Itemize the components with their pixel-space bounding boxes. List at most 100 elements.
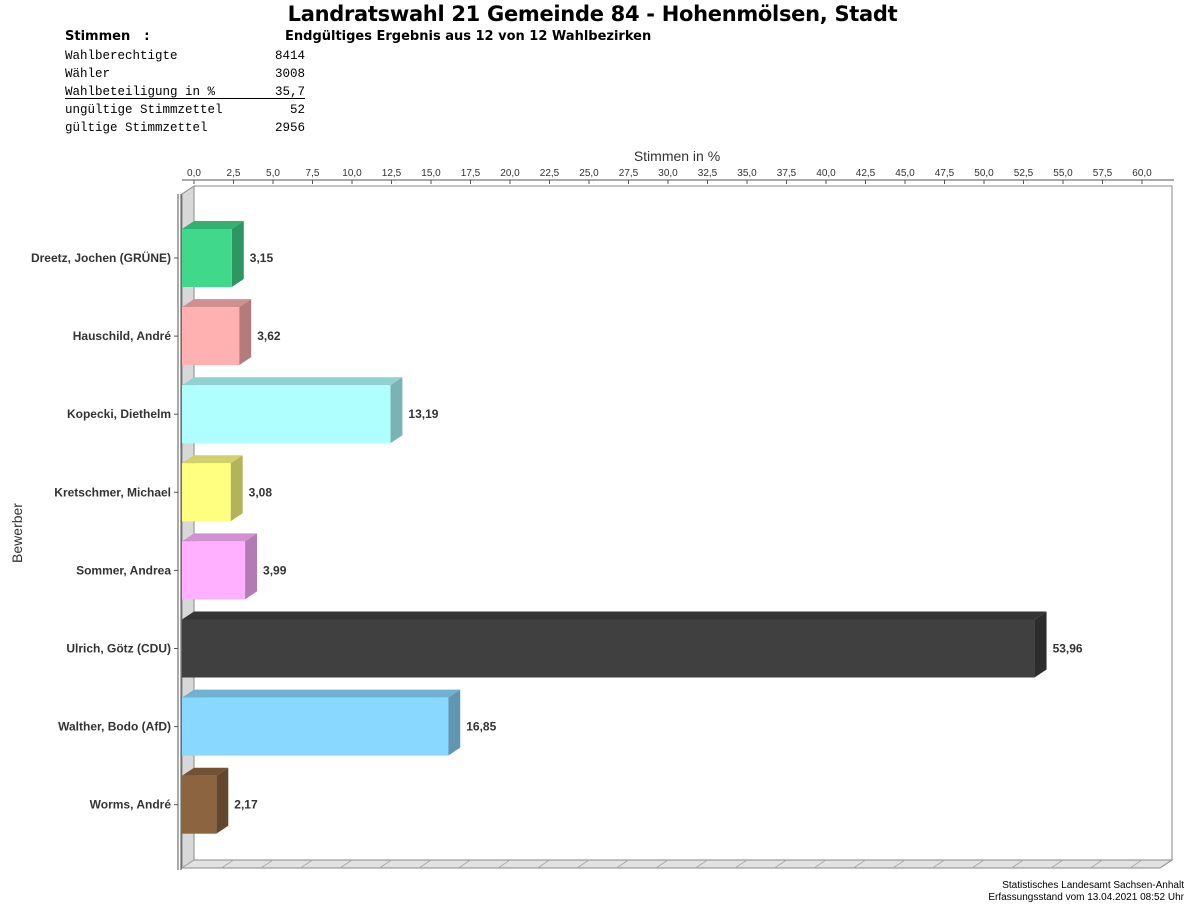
category-label: Kopecki, Diethelm — [67, 407, 171, 421]
stat-row: Wahlberechtigte 8414 — [65, 49, 305, 67]
stat-row: Wahlbeteiligung in % 35,7 — [65, 85, 305, 103]
category-label: Dreetz, Jochen (GRÜNE) — [31, 250, 171, 265]
stat-label: Wähler — [65, 67, 111, 81]
bar-value-label: 3,99 — [263, 563, 287, 577]
floor-grid-line — [774, 859, 787, 869]
floor-grid-line — [734, 859, 748, 869]
stat-value: 2956 — [274, 121, 305, 135]
x-tick-label: 7,5 — [306, 168, 320, 179]
bar-side-face — [230, 455, 243, 522]
bar-top-face — [182, 455, 243, 464]
bar-top-face — [182, 533, 258, 542]
x-tick-label: 40,0 — [816, 168, 836, 179]
x-tick-label: 27,5 — [619, 168, 639, 179]
stat-value: 3008 — [274, 67, 305, 81]
category-label: Sommer, Andrea — [76, 563, 171, 577]
plot-back-wall — [193, 185, 1173, 861]
bar — [182, 463, 231, 522]
x-tick-label: 5,0 — [266, 168, 280, 179]
floor-grid-line — [892, 859, 906, 869]
bar — [182, 385, 391, 444]
bar-top-face — [182, 611, 1047, 620]
x-tick-label: 42,5 — [856, 168, 876, 179]
plot-floor — [180, 859, 1174, 869]
stimmen-label: Stimmen — [65, 29, 131, 44]
x-tick-label: 20,0 — [500, 168, 520, 179]
bar-value-label: 13,19 — [408, 407, 438, 421]
bar-value-label: 3,08 — [249, 485, 273, 499]
page-title: Landratswahl 21 Gemeinde 84 - Hohenmölse… — [287, 2, 898, 26]
bar-top-face — [182, 221, 244, 229]
bar-side-face — [448, 689, 461, 756]
x-tick-label: 12,5 — [382, 168, 402, 179]
bar-side-face — [216, 767, 229, 834]
bar-side-face — [1034, 611, 1047, 678]
floor-grid-line — [616, 859, 629, 869]
x-tick-label: 35,0 — [737, 168, 757, 179]
floor-grid-line — [379, 859, 392, 869]
stimmen-colon: : — [144, 29, 150, 44]
floor-grid-line — [418, 859, 432, 869]
stat-label: ungültige Stimmzettel — [65, 103, 223, 117]
x-tick-label: 2,5 — [227, 168, 241, 179]
footer-timestamp: Erfassungsstand vom 13.04.2021 08:52 Uhr — [988, 892, 1184, 903]
category-label: Worms, André — [90, 798, 172, 812]
x-tick-label: 50,0 — [974, 168, 994, 179]
floor-grid-line — [853, 859, 866, 869]
x-tick-label: 55,0 — [1053, 168, 1073, 179]
x-tick-label: 60,0 — [1132, 168, 1152, 179]
x-tick-label: 37,5 — [777, 168, 797, 179]
plot-left-wall — [181, 185, 195, 869]
x-tick-label: 52,5 — [1014, 168, 1034, 179]
bar-value-label: 3,15 — [250, 251, 274, 265]
bar-top-face — [182, 299, 252, 308]
floor-grid-line — [813, 859, 827, 869]
floor-grid-line — [260, 859, 274, 869]
x-tick-label: 0,0 — [187, 168, 201, 179]
category-label: Kretschmer, Michael — [54, 485, 171, 499]
floor-grid-line — [1090, 859, 1103, 869]
stat-value: 52 — [289, 103, 305, 117]
stat-label: Wahlberechtigte — [65, 49, 178, 63]
stats-table: Wahlberechtigte 8414 Wähler 3008 Wahlbet… — [65, 49, 305, 139]
stat-value: 8414 — [274, 49, 305, 63]
stimmen-heading: Stimmen: — [65, 29, 149, 44]
x-tick-label: 30,0 — [658, 168, 678, 179]
floor-grid-line — [1050, 859, 1064, 869]
stat-value: 35,7 — [274, 85, 305, 99]
bar-side-face — [239, 299, 252, 366]
stat-row: Wähler 3008 — [65, 67, 305, 85]
x-tick-label: 25,0 — [579, 168, 599, 179]
floor-grid-line — [221, 859, 234, 869]
x-tick-label: 45,0 — [895, 168, 915, 179]
floor-grid-line — [458, 859, 471, 869]
floor-grid-line — [932, 859, 945, 869]
x-axis-title: Stimmen in % — [634, 148, 720, 164]
floor-grid-line — [1129, 859, 1143, 869]
bar-top-face — [182, 689, 461, 698]
stat-row: ungültige Stimmzettel 52 — [65, 103, 305, 121]
footer-source: Statistisches Landesamt Sachsen-Anhalt — [1002, 880, 1184, 891]
x-tick-label: 10,0 — [342, 168, 362, 179]
category-label: Hauschild, André — [73, 329, 172, 343]
x-tick-label: 47,5 — [935, 168, 955, 179]
bar-side-face — [231, 221, 244, 287]
bar-side-face — [245, 533, 258, 600]
footer: Statistisches Landesamt Sachsen-Anhalt E… — [988, 880, 1184, 904]
bar-value-label: 16,85 — [466, 720, 496, 734]
bar-top-face — [182, 767, 229, 776]
bar-value-label: 2,17 — [234, 798, 258, 812]
bar — [182, 229, 232, 287]
stats-divider — [65, 98, 305, 99]
x-tick-label: 22,5 — [540, 168, 560, 179]
floor-grid-line — [1011, 859, 1024, 869]
y-axis-title: Bewerber — [9, 503, 25, 563]
floor-grid-line — [339, 859, 353, 869]
stat-label: gültige Stimmzettel — [65, 121, 208, 135]
floor-grid-line — [497, 859, 511, 869]
floor-grid-line — [537, 859, 550, 869]
floor-grid-line — [300, 859, 313, 869]
floor-grid-line — [971, 859, 985, 869]
category-label: Ulrich, Götz (CDU) — [66, 642, 171, 656]
